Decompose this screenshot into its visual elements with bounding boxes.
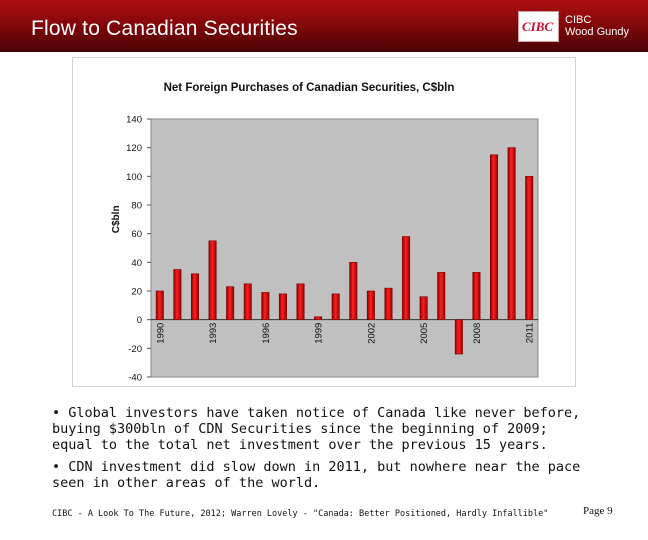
y-tick-label: 140 [126, 115, 142, 126]
bar-2005 [419, 296, 428, 320]
bar-1993 [208, 240, 217, 320]
source-citation: CIBC - A Look To The Future, 2012; Warre… [52, 509, 549, 519]
x-tick-label: 1990 [155, 323, 166, 344]
bar-chart: Net Foreign Purchases of Canadian Securi… [111, 82, 539, 384]
x-tick-label: 2002 [366, 323, 377, 344]
chart-title: Net Foreign Purchases of Canadian Securi… [164, 82, 455, 94]
cibc-logo-box: CIBC [518, 11, 559, 42]
bullet-item: • CDN investment did slow down in 2011, … [52, 459, 581, 491]
bar-1998 [296, 283, 305, 320]
y-tick-label: 0 [137, 315, 142, 326]
bar-2010 [507, 147, 516, 320]
x-tick-label: 1999 [314, 323, 325, 344]
chart-container: Net Foreign Purchases of Canadian Securi… [72, 57, 576, 387]
slide-header: Flow to Canadian Securities CIBC CIBC Wo… [0, 0, 648, 52]
bar-1999 [314, 316, 323, 320]
y-tick-label: 120 [126, 143, 142, 154]
logo-text: CIBC Wood Gundy [565, 14, 629, 38]
cibc-logo-mark: CIBC [522, 19, 554, 34]
x-axis-ticks: 1990 1993 1996 1999 2002 2005 2008 2011 [155, 323, 535, 344]
bar-2008 [472, 272, 481, 320]
bar-2001 [349, 262, 358, 320]
y-tick-label: -20 [128, 344, 142, 355]
bar-2003 [384, 287, 393, 320]
bar-2011 [525, 176, 534, 320]
x-tick-label: 1996 [261, 323, 272, 344]
bar-2000 [331, 293, 340, 320]
bar-1995 [243, 283, 252, 320]
y-tick-label: 40 [131, 258, 142, 269]
bar-1994 [226, 286, 235, 320]
bar-1992 [190, 273, 199, 320]
bar-1996 [261, 292, 270, 320]
logo-line-2: Wood Gundy [565, 26, 630, 38]
bar-2009 [490, 154, 499, 320]
y-tick-label: 60 [131, 229, 142, 240]
y-axis-ticks: -40 -20 0 20 40 60 80 100 120 140 [126, 115, 151, 384]
y-tick-label: -40 [128, 373, 142, 384]
slide-title: Flow to Canadian Securities [31, 17, 298, 40]
bullet-list: • Global investors have taken notice of … [52, 405, 592, 497]
y-tick-label: 100 [126, 172, 142, 183]
x-tick-label: 2011 [525, 323, 536, 343]
x-tick-label: 2008 [472, 323, 483, 344]
bar-1990 [155, 290, 164, 320]
cibc-wood-gundy-logo: CIBC CIBC Wood Gundy [518, 10, 638, 44]
bar-2007 [454, 319, 463, 355]
bar-2004 [402, 236, 411, 320]
y-axis-label: C$bln [111, 205, 122, 233]
x-tick-label: 1993 [208, 323, 219, 344]
bars [155, 147, 534, 355]
bar-2006 [437, 272, 446, 320]
bullet-item: • Global investors have taken notice of … [52, 405, 581, 453]
y-tick-label: 80 [131, 201, 142, 212]
bar-1991 [173, 269, 182, 320]
page-number: Page 9 [583, 505, 613, 517]
bar-1997 [278, 293, 287, 320]
logo-line-1: CIBC [565, 14, 592, 26]
y-tick-label: 20 [131, 287, 142, 298]
bar-2002 [366, 290, 375, 320]
x-tick-label: 2005 [419, 323, 430, 344]
